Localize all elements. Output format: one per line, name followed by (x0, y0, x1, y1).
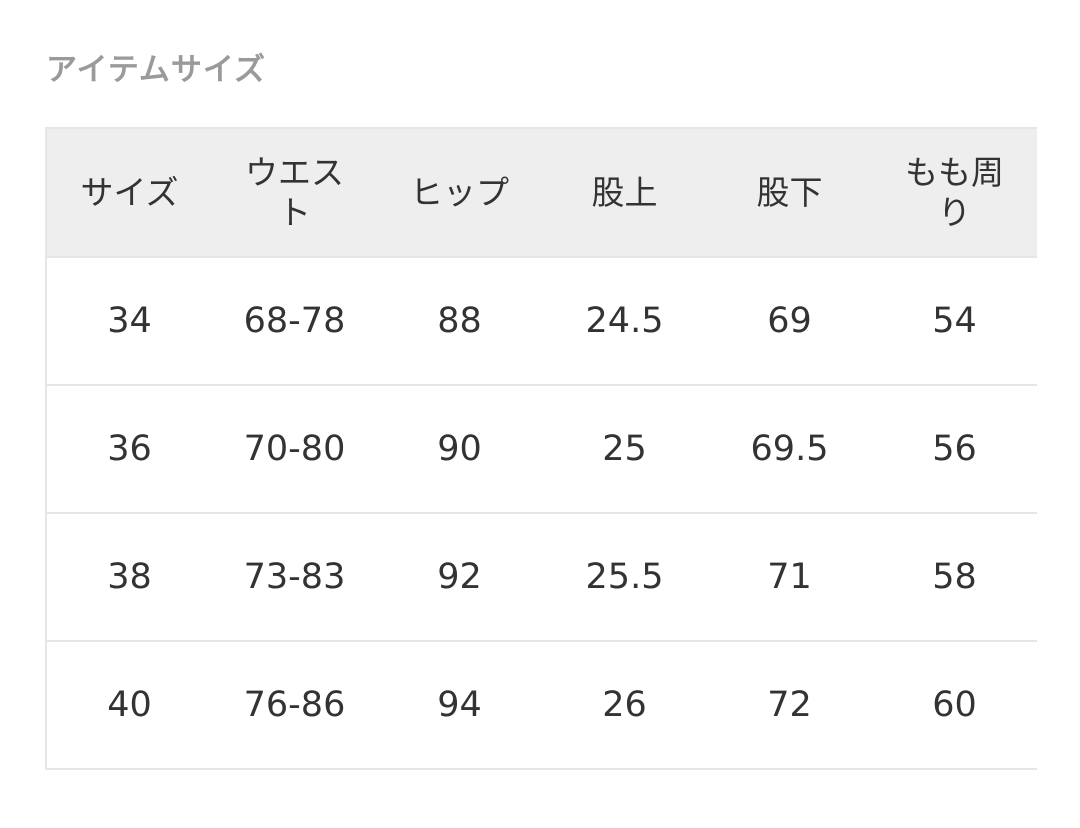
cell-thigh: 54 (872, 257, 1037, 386)
header-label: ウエスト (245, 152, 344, 232)
cell-waist: 68-78 (212, 257, 377, 386)
cell-waist: 70-80 (212, 385, 377, 514)
cell-hip: 92 (377, 513, 542, 642)
header-thigh: もも周り (872, 127, 1037, 258)
header-label: もも周り (905, 152, 1004, 232)
cell-size: 40 (45, 641, 212, 770)
header-rise: 股上 (542, 127, 707, 258)
cell-size: 34 (45, 257, 212, 386)
cell-inseam: 71 (707, 513, 872, 642)
cell-thigh: 60 (872, 641, 1037, 770)
table-row: 34 68-78 88 24.5 69 54 (45, 257, 1037, 386)
header-label: 股下 (756, 172, 823, 212)
header-label: サイズ (80, 172, 179, 212)
table-row: 36 70-80 90 25 69.5 56 (45, 385, 1037, 514)
cell-thigh: 58 (872, 513, 1037, 642)
cell-inseam: 72 (707, 641, 872, 770)
cell-inseam: 69 (707, 257, 872, 386)
cell-hip: 94 (377, 641, 542, 770)
cell-rise: 25.5 (542, 513, 707, 642)
cell-size: 36 (45, 385, 212, 514)
header-waist: ウエスト (212, 127, 377, 258)
cell-hip: 88 (377, 257, 542, 386)
cell-hip: 90 (377, 385, 542, 514)
table-row: 38 73-83 92 25.5 71 58 (45, 513, 1037, 642)
section-title: アイテムサイズ (46, 52, 266, 88)
cell-inseam: 69.5 (707, 385, 872, 514)
size-table: サイズ ウエスト ヒップ 股上 股下 もも周り 34 68-78 88 24.5… (45, 127, 1037, 770)
header-size: サイズ (45, 127, 212, 258)
cell-rise: 24.5 (542, 257, 707, 386)
cell-rise: 26 (542, 641, 707, 770)
cell-rise: 25 (542, 385, 707, 514)
cell-waist: 76-86 (212, 641, 377, 770)
table-row: 40 76-86 94 26 72 60 (45, 641, 1037, 770)
cell-waist: 73-83 (212, 513, 377, 642)
cell-thigh: 56 (872, 385, 1037, 514)
header-label: 股上 (591, 172, 658, 212)
table-header-row: サイズ ウエスト ヒップ 股上 股下 もも周り (45, 127, 1037, 258)
header-hip: ヒップ (377, 127, 542, 258)
header-label: ヒップ (410, 172, 509, 212)
header-inseam: 股下 (707, 127, 872, 258)
cell-size: 38 (45, 513, 212, 642)
